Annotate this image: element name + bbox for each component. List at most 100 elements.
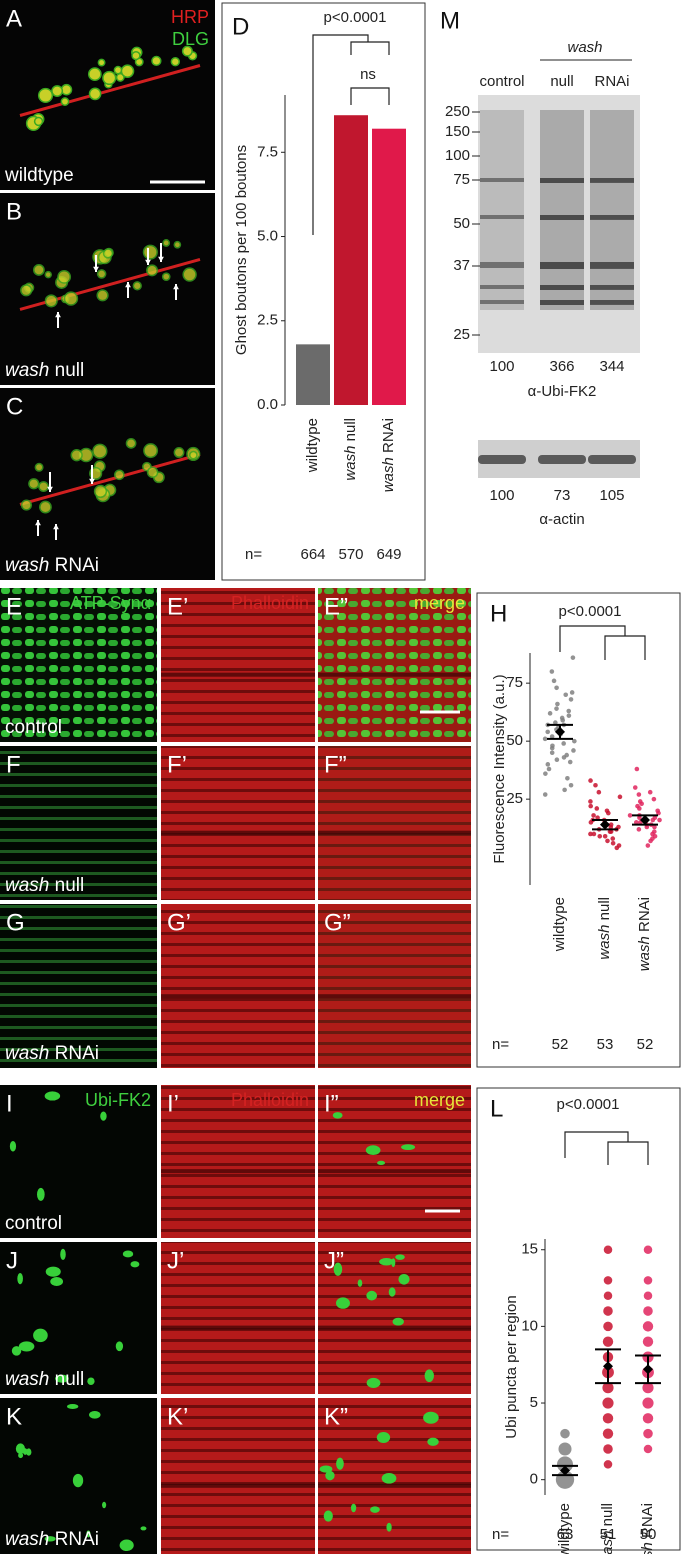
- point: [639, 801, 644, 807]
- bubble: [602, 1336, 614, 1347]
- dark-band: [318, 1169, 471, 1174]
- dark-band: [161, 1483, 315, 1488]
- band: [540, 178, 584, 183]
- significance-bracket: [564, 1131, 629, 1158]
- significance-bracket: [350, 87, 390, 105]
- ubi-puncta: [325, 1470, 335, 1481]
- bouton: [37, 87, 54, 103]
- micrograph: [0, 1085, 157, 1238]
- point: [594, 806, 600, 811]
- n-value: 63: [557, 1526, 574, 1543]
- x-tick-label: wash null: [599, 1503, 616, 1554]
- significance-label: p<0.0001: [559, 603, 622, 620]
- panel-caption: wash RNAi: [5, 1043, 99, 1064]
- bouton: [142, 244, 158, 260]
- n-value: 50: [640, 1526, 657, 1543]
- bubble: [603, 1306, 613, 1316]
- dark-band: [318, 672, 471, 677]
- point: [570, 655, 576, 660]
- y-tick-label: 15: [521, 1241, 538, 1258]
- image-panel: I’ Phalloidin: [161, 1085, 315, 1238]
- bubble: [643, 1291, 653, 1300]
- point: [652, 824, 657, 830]
- quant-label: 100: [489, 358, 514, 375]
- bouton: [33, 116, 44, 127]
- stain-label: Phalloidin: [231, 593, 309, 613]
- bouton: [146, 466, 159, 479]
- bubble: [642, 1382, 654, 1394]
- bubble: [643, 1444, 653, 1454]
- point: [568, 782, 574, 788]
- ubi-puncta: [26, 1448, 32, 1456]
- y-tick-label: 10: [521, 1317, 538, 1334]
- point: [551, 678, 557, 684]
- ubi-puncta: [66, 1404, 79, 1410]
- image-panel: J’: [161, 1242, 315, 1394]
- ubi-puncta: [392, 1317, 404, 1326]
- image-panel: K”: [318, 1398, 471, 1554]
- significance-bracket: [312, 34, 369, 235]
- point: [595, 815, 600, 821]
- n-value: 51: [600, 1526, 617, 1543]
- ubi-puncta: [388, 1287, 396, 1297]
- bouton: [170, 57, 180, 67]
- panel-label: C: [6, 393, 23, 420]
- bouton: [143, 443, 159, 459]
- bouton: [120, 64, 135, 78]
- panel-label: A: [6, 5, 22, 32]
- micrograph: [318, 746, 471, 900]
- ubi-puncta: [366, 1377, 381, 1388]
- n-label: n=: [245, 546, 262, 563]
- point: [636, 792, 642, 797]
- bouton: [63, 291, 79, 306]
- point: [588, 831, 593, 837]
- point: [549, 745, 555, 751]
- point: [610, 840, 616, 846]
- axon: [19, 452, 201, 506]
- dark-band: [161, 1169, 315, 1174]
- lane-label: control: [479, 73, 524, 90]
- y-tick-label: 0.0: [257, 396, 278, 413]
- x-tick-label: wash RNAi: [380, 418, 397, 492]
- bouton: [33, 264, 45, 276]
- mean-marker: [640, 815, 650, 826]
- marker-label: 100: [445, 147, 470, 164]
- ubi-puncta: [350, 1503, 357, 1513]
- bouton: [96, 269, 107, 279]
- bubble: [643, 1245, 653, 1254]
- bouton: [102, 248, 114, 259]
- panel-label: L: [490, 1095, 503, 1122]
- point: [644, 824, 650, 830]
- panel-label: E: [6, 593, 22, 620]
- point: [545, 762, 551, 767]
- ubi-puncta: [140, 1526, 147, 1531]
- point: [568, 697, 574, 702]
- mean-marker: [555, 726, 565, 737]
- point: [561, 741, 566, 746]
- ubi-puncta: [44, 1091, 61, 1101]
- band: [480, 300, 524, 304]
- band: [480, 262, 524, 268]
- image-panel: G”: [318, 904, 471, 1068]
- y-tick-label: 2.5: [257, 312, 278, 329]
- bouton: [151, 55, 162, 67]
- chart-frame: [221, 2, 426, 581]
- bouton: [44, 270, 52, 279]
- ubi-puncta: [36, 1187, 45, 1201]
- y-axis-label: Ubi puncta per region: [503, 1295, 520, 1438]
- bouton: [51, 85, 64, 97]
- bubble: [643, 1428, 653, 1439]
- significance-bracket: [559, 625, 626, 652]
- panel-caption: wash RNAi: [5, 1529, 99, 1550]
- ubi-puncta: [100, 1111, 107, 1121]
- point: [566, 708, 572, 714]
- significance-bracket: [607, 1141, 649, 1165]
- bouton: [28, 478, 40, 490]
- panel-label: D: [232, 13, 249, 40]
- n-label: n=: [492, 1036, 509, 1053]
- panel-label: F: [6, 751, 21, 778]
